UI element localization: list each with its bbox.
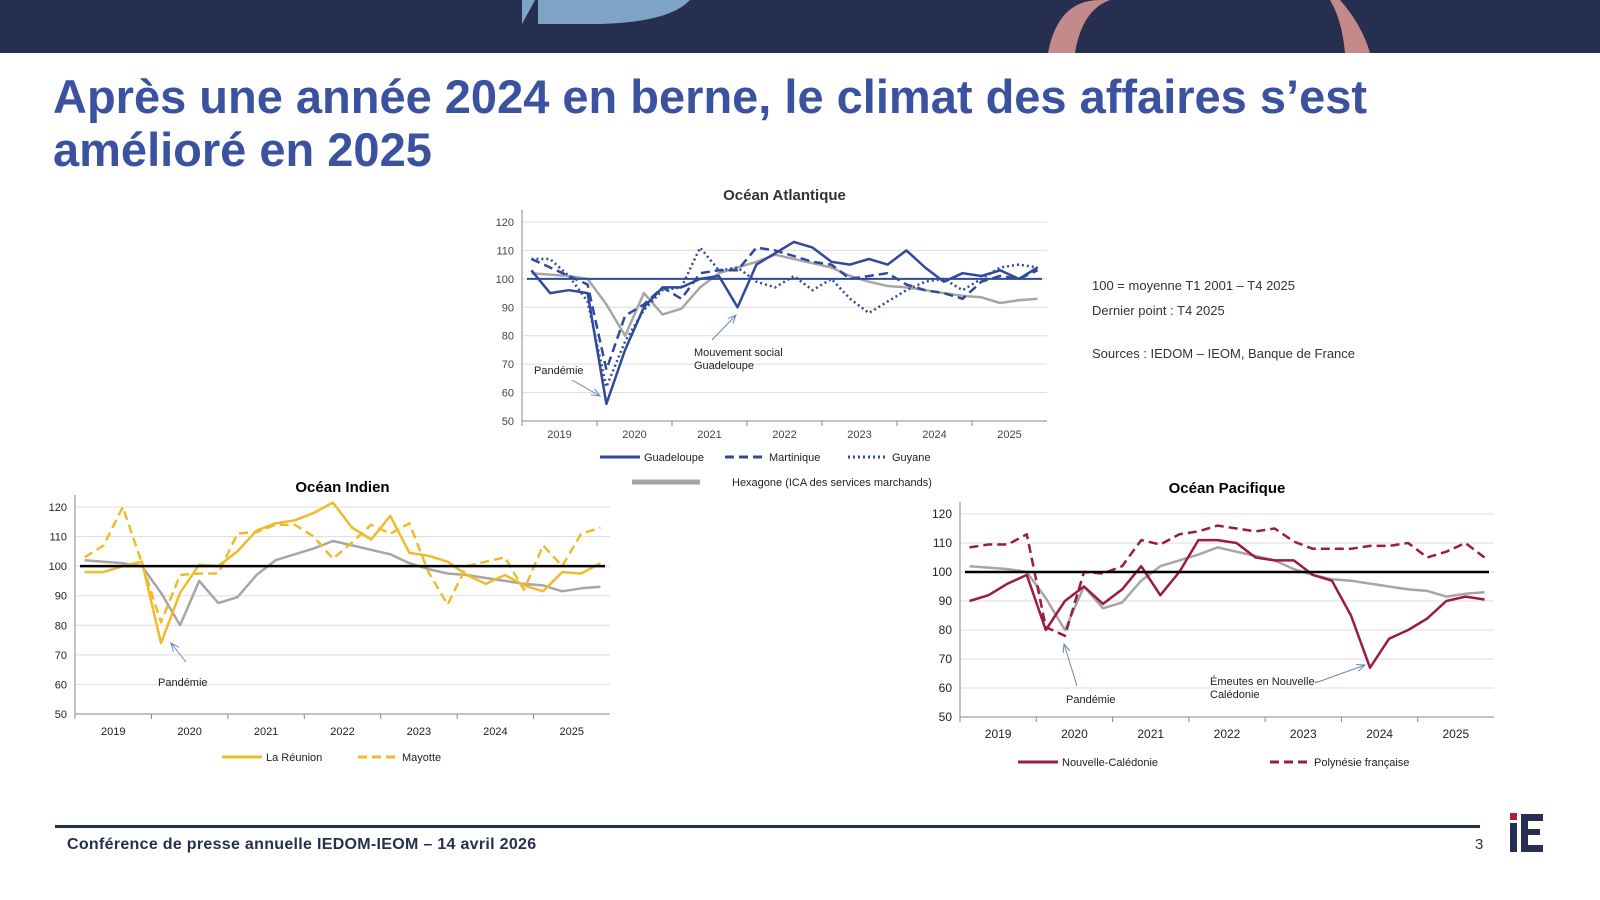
y-tick-label: 60 [502, 388, 514, 400]
y-tick-label: 60 [939, 681, 953, 695]
header-banner [0, 0, 1600, 53]
legend-label: Mayotte [402, 752, 441, 764]
annotation-arrow [1317, 664, 1366, 683]
legend-label: Polynésie française [1314, 757, 1409, 769]
series-line-hexagone [969, 546, 1485, 632]
annotation-text: Pandémie [534, 365, 584, 377]
series-line-martinique [530, 246, 1039, 372]
annotation-text: Pandémie [158, 677, 208, 689]
y-tick-label: 120 [496, 217, 514, 229]
x-tick-label: 2024 [1366, 727, 1393, 741]
y-tick-label: 50 [502, 416, 514, 428]
annotation-arrow [1063, 643, 1078, 687]
footer-divider [55, 825, 1480, 828]
x-tick-label: 2020 [622, 429, 646, 441]
footer-text: Conférence de presse annuelle IEDOM-IEOM… [67, 836, 537, 853]
y-tick-label: 50 [939, 710, 953, 724]
x-tick-label: 2019 [985, 727, 1012, 741]
x-tick-label: 2023 [1290, 727, 1317, 741]
arrow-head-icon [1062, 642, 1071, 654]
y-tick-label: 120 [932, 507, 952, 521]
y-tick-label: 100 [496, 274, 514, 286]
y-tick-label: 80 [55, 620, 67, 632]
annotation-text: Mouvement social Guadeloupe [694, 347, 783, 372]
y-tick-label: 100 [932, 565, 952, 579]
y-tick-label: 120 [49, 502, 67, 514]
chart-title: Océan Indien [295, 479, 389, 496]
series-line-hexagone [84, 539, 601, 627]
x-tick-label: 2019 [547, 429, 571, 441]
x-tick-label: 2025 [560, 726, 584, 738]
x-tick-label: 2022 [1214, 727, 1241, 741]
y-tick-label: 90 [55, 591, 67, 603]
series-line-nouvelle-cal-donie [969, 538, 1485, 669]
note-base: 100 = moyenne T1 2001 – T4 2025 [1092, 278, 1295, 293]
series-line-polyn-sie-fran-aise [969, 524, 1486, 638]
y-tick-label: 90 [502, 302, 514, 314]
arrow-head-icon [170, 641, 180, 652]
x-tick-label: 2025 [997, 429, 1021, 441]
page-number: 3 [1475, 836, 1484, 853]
x-tick-label: 2021 [1137, 727, 1164, 741]
x-tick-label: 2022 [772, 429, 796, 441]
x-tick-label: 2020 [177, 726, 201, 738]
x-tick-label: 2021 [254, 726, 278, 738]
y-tick-label: 110 [933, 536, 952, 550]
chart-title: Océan Pacifique [1169, 480, 1286, 497]
x-tick-label: 2020 [1061, 727, 1088, 741]
arrow-head-icon [1355, 664, 1367, 672]
y-tick-label: 100 [49, 561, 67, 573]
x-tick-label: 2023 [847, 429, 871, 441]
y-tick-label: 80 [939, 623, 953, 637]
y-tick-label: 110 [496, 245, 514, 257]
x-tick-label: 2023 [407, 726, 431, 738]
note-last-point: Dernier point : T4 2025 [1092, 303, 1225, 318]
y-tick-label: 50 [55, 709, 67, 721]
y-tick-label: 80 [502, 331, 514, 343]
y-tick-label: 110 [49, 532, 67, 544]
annotation-arrow [170, 642, 187, 663]
arrow-head-icon [591, 388, 602, 397]
chart-title: Océan Atlantique [723, 187, 846, 204]
note-sources: Sources : IEDOM – IEOM, Banque de France [1092, 346, 1356, 361]
y-tick-label: 70 [55, 650, 67, 662]
series-line-hexagone-ica-des-services-marchands- [531, 253, 1038, 337]
x-tick-label: 2021 [697, 429, 721, 441]
slide-title: Après une année 2024 en berne, le climat… [53, 70, 1368, 176]
annotation-text: Émeutes en Nouvelle-Calédonie [1210, 675, 1319, 701]
annotation-arrow [711, 314, 737, 341]
y-tick-label: 70 [939, 652, 953, 666]
x-tick-label: 2019 [101, 726, 125, 738]
legend-label: La Réunion [266, 752, 322, 764]
iedom-logo [1510, 813, 1543, 852]
legend-label: Martinique [769, 452, 820, 464]
x-tick-label: 2024 [483, 726, 507, 738]
decorative-shapes [522, 0, 1370, 53]
annotation-text: Pandémie [1066, 694, 1116, 706]
series-line-guadeloupe [530, 240, 1039, 406]
annotation-arrow [571, 379, 601, 397]
legend-label: Guyane [892, 452, 931, 464]
y-tick-label: 90 [939, 594, 953, 608]
legend-label: Nouvelle-Calédonie [1062, 757, 1158, 769]
series-line-la-r-union [84, 501, 601, 645]
legend-label: Guadeloupe [644, 452, 704, 464]
legend-label: Hexagone (ICA des services marchands) [732, 477, 932, 489]
x-tick-label: 2025 [1443, 727, 1470, 741]
arrow-head-icon [727, 314, 737, 324]
series-line-guyane [531, 246, 1038, 389]
y-tick-label: 60 [55, 679, 67, 691]
x-tick-label: 2022 [330, 726, 354, 738]
y-tick-label: 70 [502, 359, 514, 371]
x-tick-label: 2024 [922, 429, 946, 441]
series-line-mayotte [83, 505, 601, 624]
